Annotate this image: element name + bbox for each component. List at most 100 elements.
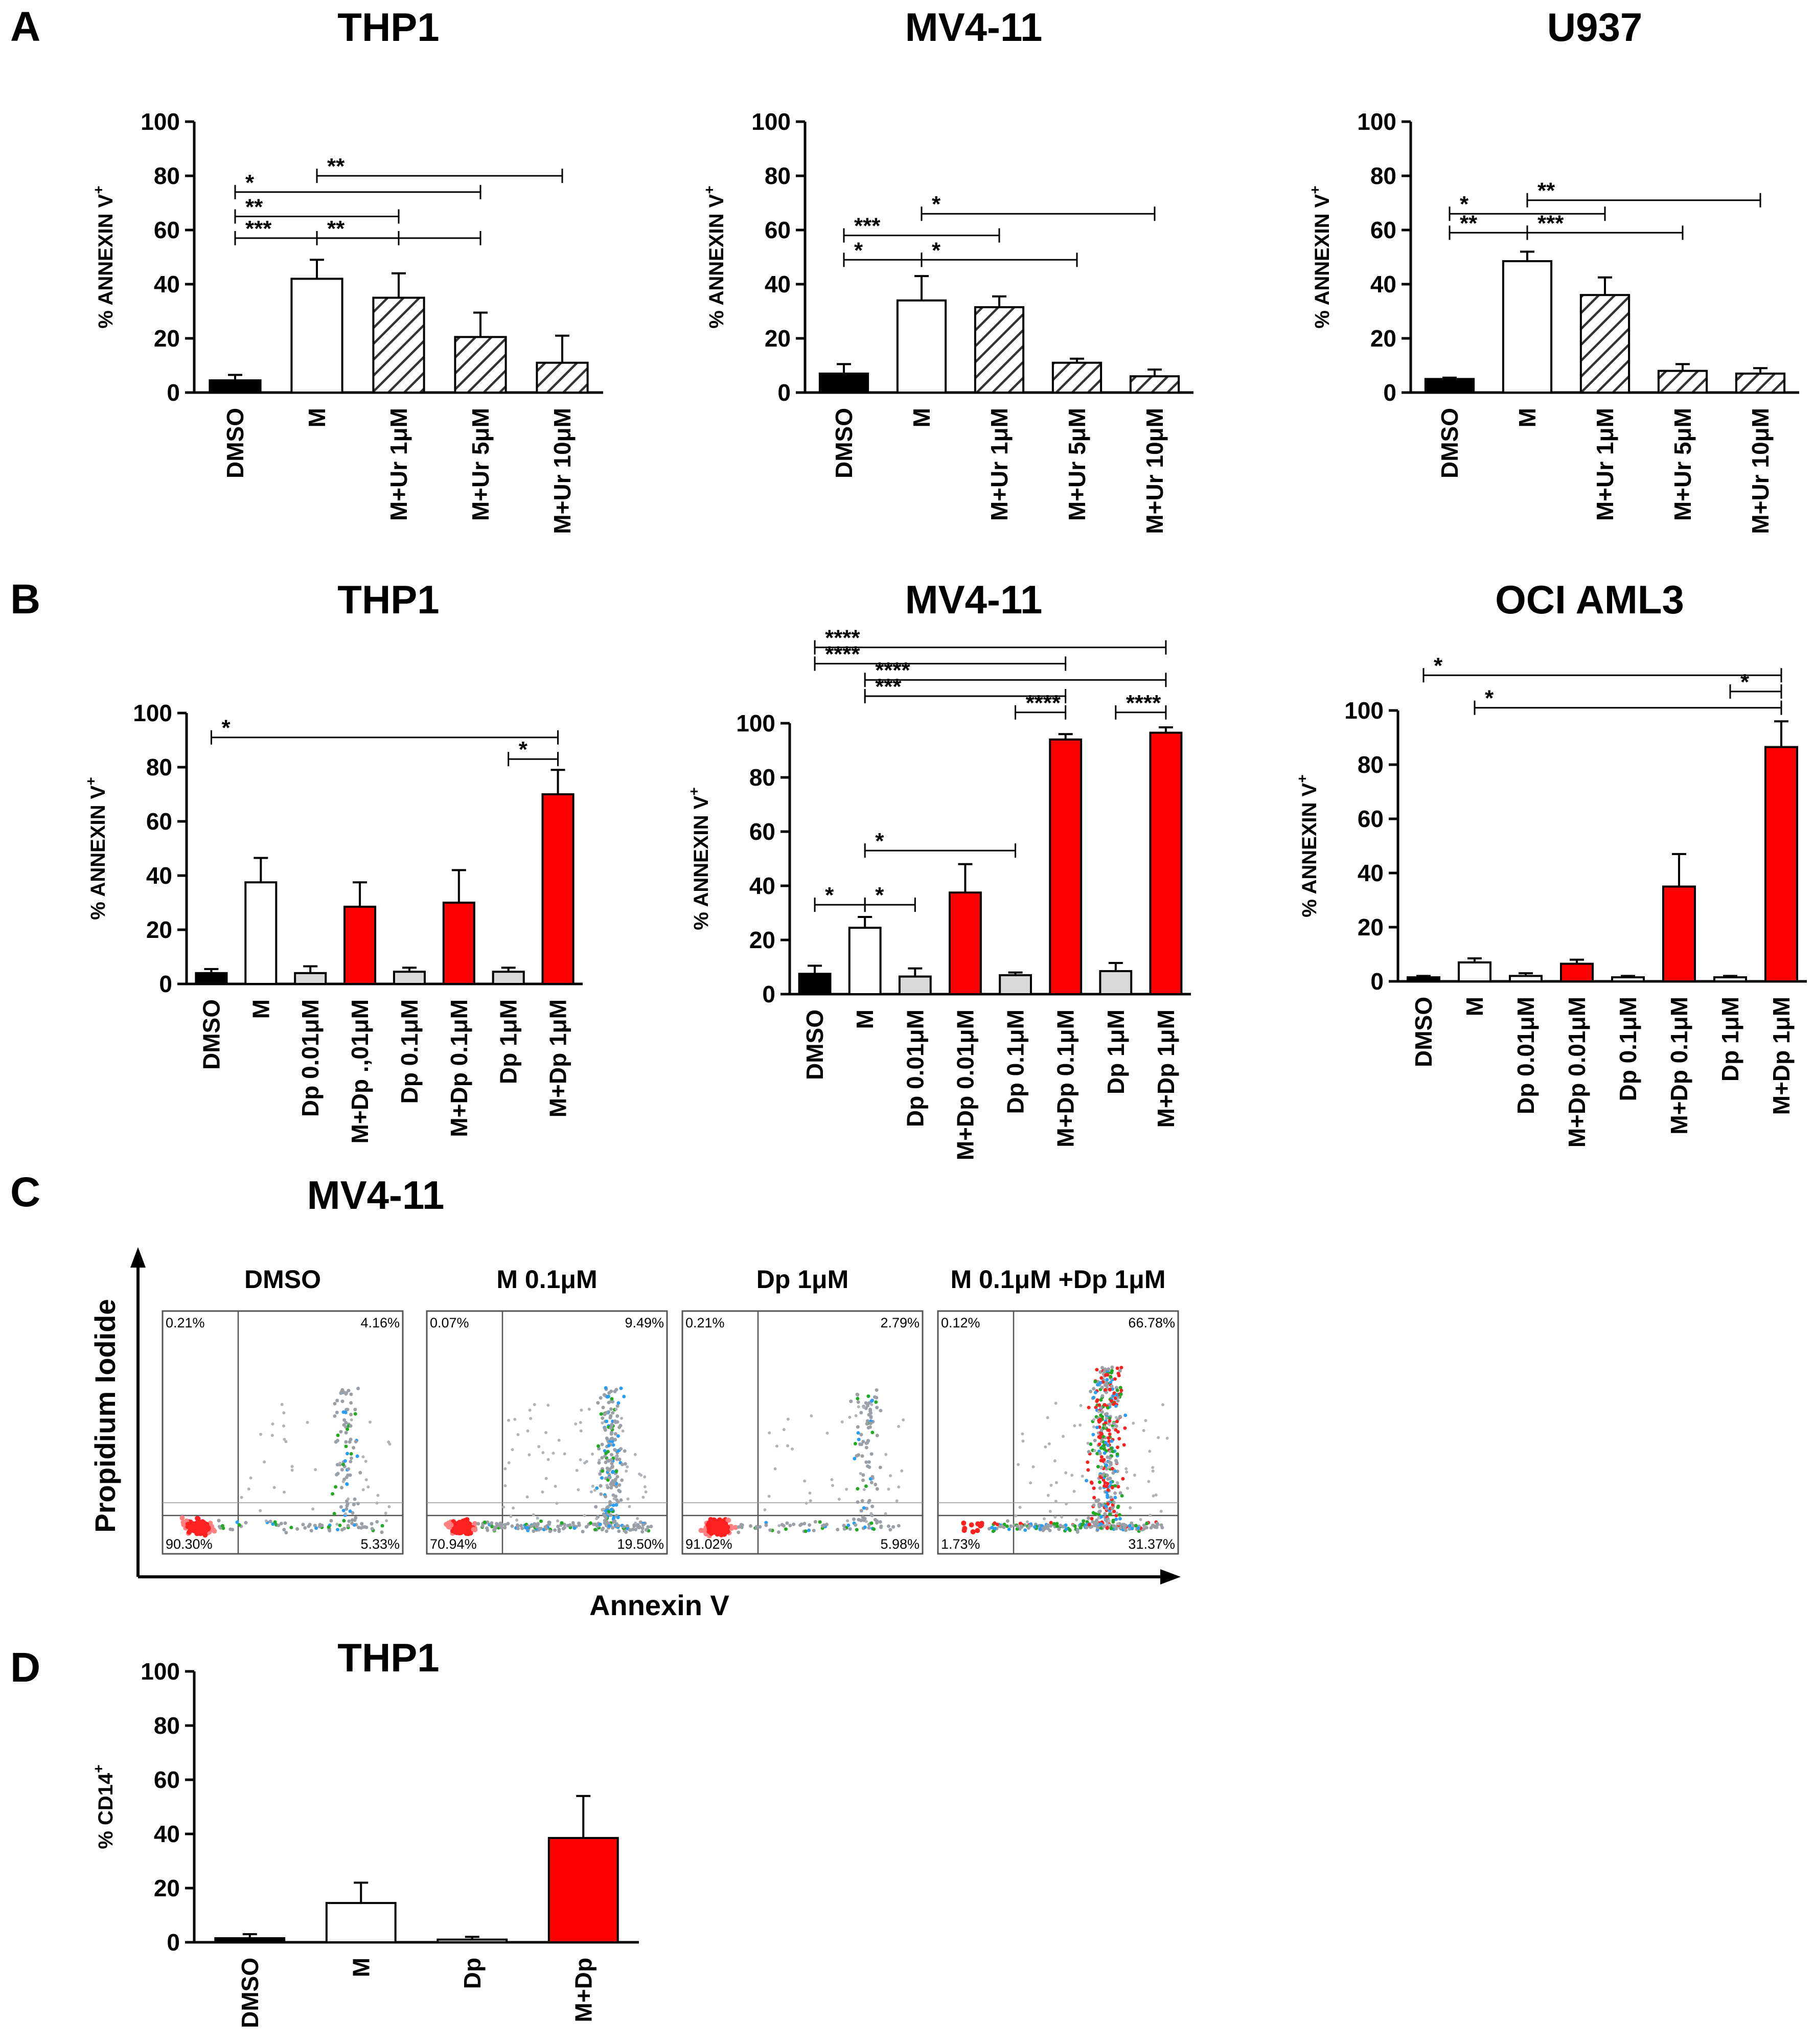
flow-dot (1110, 1486, 1114, 1490)
flow-dot (874, 1482, 878, 1486)
y-tick-label: 20 (749, 927, 775, 953)
flow-dot (799, 1522, 803, 1526)
y-tick-label: 40 (146, 862, 172, 889)
flow-dot (1139, 1518, 1142, 1521)
significance-label: * (1740, 670, 1750, 695)
flow-dot (533, 1403, 536, 1407)
flow-dot (737, 1530, 741, 1534)
flow-dot (606, 1394, 610, 1398)
bar (393, 971, 426, 985)
flow-dot (1053, 1459, 1057, 1463)
flow-dot (758, 1525, 762, 1529)
flow-dot (1111, 1450, 1115, 1454)
significance-label: * (854, 238, 863, 263)
flow-dot (471, 1527, 476, 1532)
flow-dot (600, 1442, 604, 1446)
flow-dot (1097, 1442, 1101, 1446)
flow-dot (768, 1528, 772, 1532)
flow-dot (846, 1519, 849, 1523)
category-label: M+Dp 1μM (1153, 1009, 1179, 1128)
flow-dot (339, 1430, 343, 1434)
flow-dot (613, 1438, 617, 1442)
flow-dot (351, 1511, 355, 1515)
flow-dot (268, 1520, 272, 1524)
flow-dot (342, 1527, 347, 1531)
flow-dot (791, 1447, 794, 1451)
flow-dot (1073, 1524, 1077, 1528)
flow-dot (1109, 1375, 1113, 1379)
y-axis-label-text: % ANNEXIN V (87, 785, 109, 920)
flow-dot (711, 1528, 717, 1534)
flow-dot (1144, 1419, 1147, 1422)
flow-dot (1025, 1520, 1029, 1524)
quadrant-label-lower-right: 5.98% (880, 1536, 920, 1552)
bar (1735, 372, 1786, 394)
flow-dot (1110, 1439, 1114, 1443)
category-label: Dp 0.1μM (396, 999, 423, 1104)
flow-dot (788, 1524, 792, 1528)
y-axis-label: % ANNEXIN V+ (83, 777, 109, 920)
quadrant-label-upper-right: 4.16% (360, 1315, 400, 1330)
flow-dot (1118, 1415, 1122, 1419)
flow-dot (560, 1521, 564, 1525)
bar (372, 296, 425, 394)
flow-dot (536, 1517, 539, 1520)
flow-dot (748, 1524, 752, 1528)
flow-dot (1106, 1502, 1110, 1506)
flow-dot (235, 1520, 239, 1524)
flow-dot (842, 1527, 846, 1531)
flow-dot (1100, 1394, 1105, 1398)
flow-dot (612, 1481, 616, 1485)
flow-dot (579, 1420, 582, 1424)
flow-dot (1079, 1404, 1083, 1407)
flow-dot (554, 1484, 557, 1488)
flow-dot (1093, 1390, 1097, 1394)
flow-dot (1064, 1527, 1068, 1531)
flow-dot (609, 1437, 613, 1441)
flow-dot (290, 1465, 294, 1468)
flow-dot (539, 1527, 543, 1531)
flow-dot (721, 1531, 726, 1537)
flow-dot (345, 1452, 349, 1456)
flow-dot (541, 1490, 544, 1494)
flow-dot (1059, 1523, 1063, 1527)
flow-dot (638, 1520, 642, 1524)
bar (798, 973, 832, 995)
flow-dot (1125, 1470, 1129, 1474)
flow-dot (993, 1521, 997, 1525)
flow-dot (619, 1447, 623, 1451)
flow-dot (969, 1522, 974, 1528)
flow-dot (1095, 1383, 1099, 1387)
flow-dot (962, 1526, 968, 1531)
flow-dot (1087, 1523, 1091, 1527)
flow-dot (614, 1455, 617, 1459)
flow-dot (615, 1420, 619, 1424)
flow-dot (990, 1526, 994, 1530)
flow-dot (961, 1520, 967, 1526)
flow-dot (282, 1424, 286, 1428)
flow-dot (1086, 1460, 1090, 1464)
flow-dot (347, 1497, 350, 1501)
flow-dot (864, 1460, 868, 1464)
flow-dot (589, 1521, 593, 1525)
category-label: M+Ur 5μM (1669, 408, 1696, 521)
flow-dot (1132, 1421, 1135, 1425)
flow-dot (575, 1468, 579, 1472)
flow-dot (311, 1507, 315, 1511)
flow-dot (507, 1418, 511, 1422)
flow-dot (617, 1483, 622, 1487)
y-tick-label: 100 (141, 108, 180, 135)
flow-dot (314, 1526, 318, 1530)
flow-dot (1113, 1491, 1117, 1495)
flow-dot (810, 1414, 813, 1418)
flow-dot (244, 1521, 248, 1525)
flow-dot (314, 1468, 317, 1472)
significance-label: * (1460, 192, 1469, 217)
quadrant-label-upper-left: 0.07% (430, 1315, 469, 1330)
flow-dot (1049, 1521, 1053, 1525)
flow-dot (546, 1458, 550, 1461)
flow-dot (1096, 1465, 1100, 1469)
flow-dot (607, 1524, 611, 1528)
significance-label: ** (327, 216, 345, 241)
bar (325, 1902, 397, 1943)
